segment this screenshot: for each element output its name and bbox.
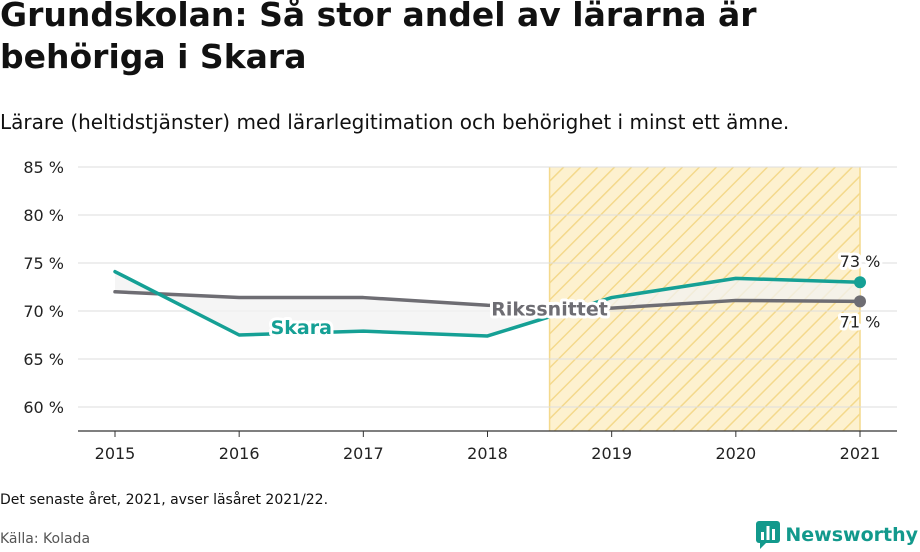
logo-text: Newsworthy (785, 524, 918, 546)
y-tick-label: 85 % (23, 158, 64, 177)
y-tick-label: 80 % (23, 206, 64, 225)
x-tick-label: 2017 (343, 444, 384, 463)
series-line-rikssnittet (113, 290, 862, 310)
end-value-rikssnittet: 71 % (840, 312, 881, 331)
x-tick-label: 2019 (591, 444, 632, 463)
end-value-skara: 73 % (840, 252, 881, 271)
series-line-skara (113, 269, 862, 338)
series-endpoint-skara (854, 276, 866, 289)
y-tick-label: 60 % (23, 398, 64, 417)
line-chart: 60 % 65 % 70 % 75 % 80 % 85 % 2015 2016 2017 201… (23, 158, 897, 463)
chart-subtitle: Lärare (heltidstjänster) med lärarlegiti… (0, 110, 790, 134)
x-tick-label: 2016 (219, 444, 260, 463)
x-tick-label: 2015 (95, 444, 136, 463)
x-tick-label: 2021 (840, 444, 881, 463)
source-note: Källa: Kolada (0, 531, 91, 547)
area-between-series (115, 271, 860, 336)
series-label-skara: Skara (271, 317, 332, 339)
y-tick-label: 65 % (23, 350, 64, 369)
newsworthy-chart-icon (756, 521, 781, 549)
x-tick-label: 2020 (715, 444, 756, 463)
chart-title: Grundskolan: Så stor andel av lärarna är… (0, 0, 757, 76)
series-endpoint-rikssnittet (854, 295, 866, 308)
newsworthy-logo: Newsworthy (755, 520, 918, 550)
y-tick-label: 75 % (23, 254, 64, 273)
y-tick-label: 70 % (23, 302, 64, 321)
x-tick-label: 2018 (467, 444, 508, 463)
footnote: Det senaste året, 2021, avser läsåret 20… (0, 492, 329, 508)
series-label-rikssnittet: Rikssnittet (491, 299, 608, 321)
